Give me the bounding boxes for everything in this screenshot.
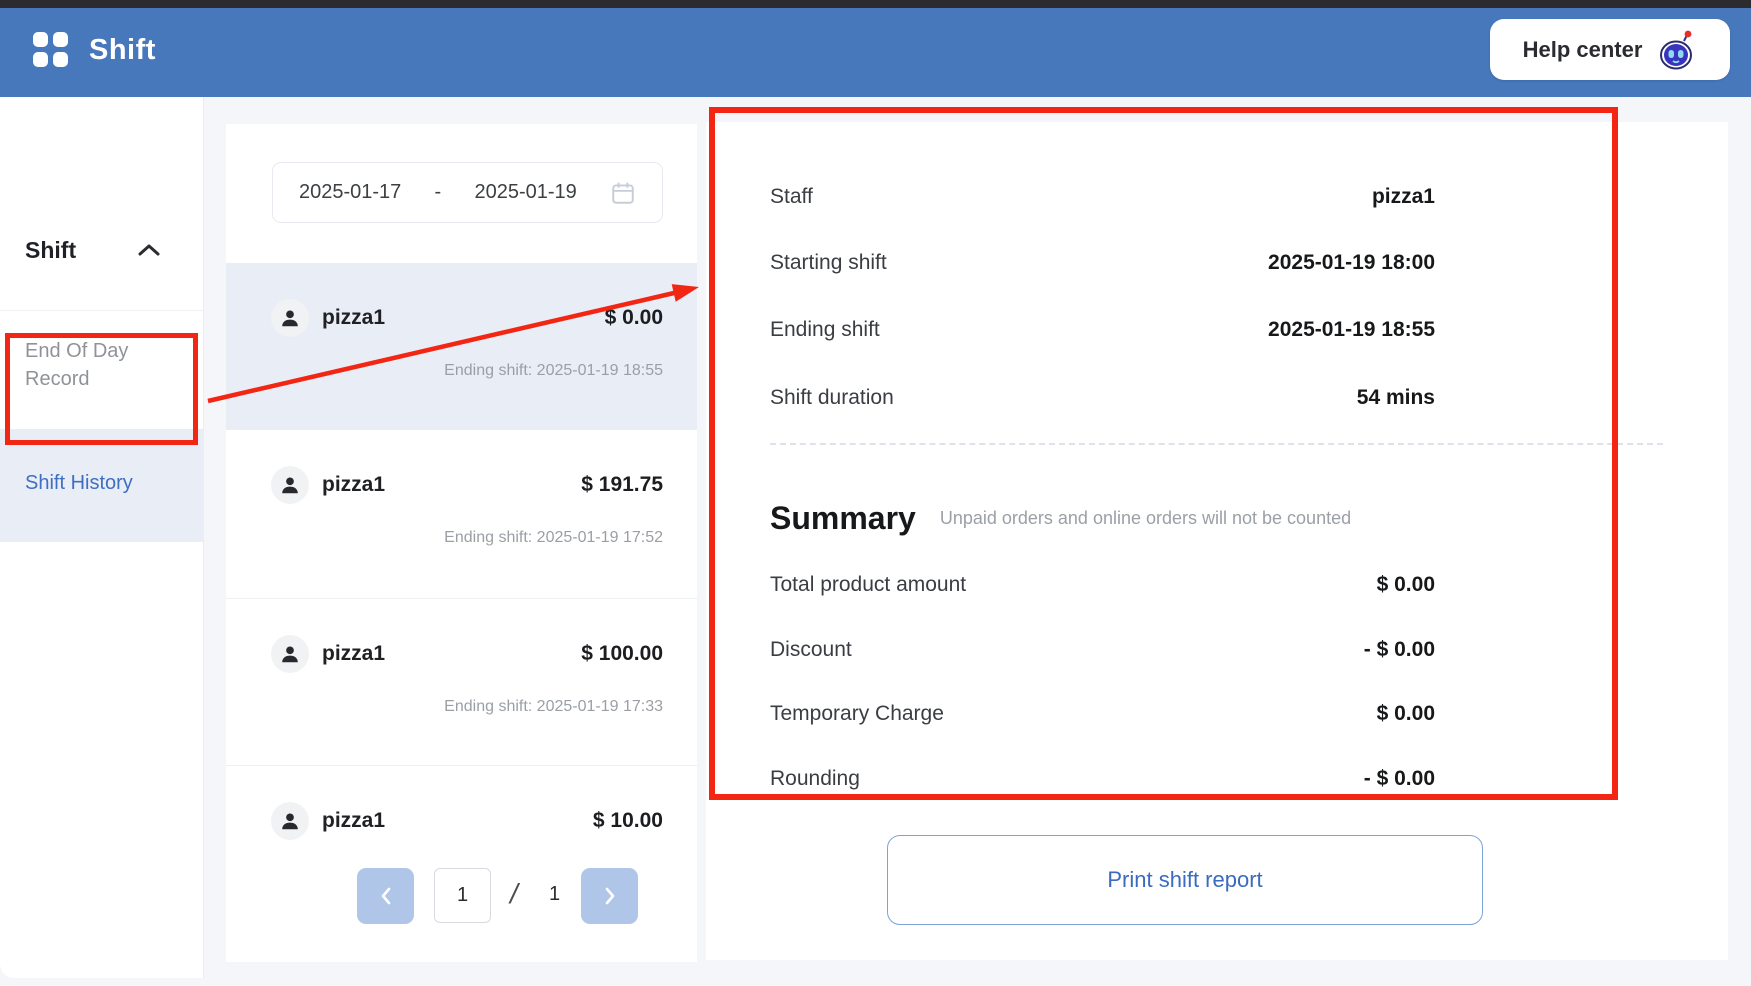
sidebar-divider xyxy=(0,310,203,311)
sidebar-item-end-of-day-record[interactable]: End Of Day Record xyxy=(25,340,129,390)
page-next-button[interactable] xyxy=(581,868,638,924)
detail-row-shift-duration: Shift duration 54 mins xyxy=(770,383,1435,413)
summary-label: Temporary Charge xyxy=(770,702,944,725)
summary-row-temporary-charge: Temporary Charge $ 0.00 xyxy=(770,699,1435,729)
summary-value: $ 0.00 xyxy=(1376,702,1435,725)
sidebar: Shift End Of Day Record Shift History xyxy=(0,97,203,978)
summary-header: Summary Unpaid orders and online orders … xyxy=(770,498,1351,538)
window-top-edge xyxy=(0,0,1751,8)
pagination: 1 / 1 xyxy=(226,868,697,924)
staff-name: pizza1 xyxy=(322,809,386,832)
staff-avatar xyxy=(271,802,309,840)
shift-list-row[interactable]: pizza1 $ 100.00 Ending shift: 2025-01-19… xyxy=(226,598,697,765)
detail-value: 2025-01-19 18:00 xyxy=(1268,251,1435,274)
shift-list-panel: 2025-01-17 - 2025-01-19 pizza1 $ 0.00 En… xyxy=(226,124,697,962)
shift-amount: $ 0.00 xyxy=(604,306,663,329)
summary-value: $ 0.00 xyxy=(1376,573,1435,596)
summary-label: Total product amount xyxy=(770,573,967,596)
summary-value: - $ 0.00 xyxy=(1363,767,1435,790)
staff-avatar xyxy=(271,299,309,337)
detail-label: Shift duration xyxy=(770,386,894,409)
chevron-up-icon[interactable] xyxy=(138,243,160,257)
page-total: 1 xyxy=(549,883,561,905)
ending-shift-time: Ending shift: 2025-01-19 18:55 xyxy=(444,362,663,379)
summary-title: Summary xyxy=(770,499,916,536)
page-number-box[interactable]: 1 xyxy=(434,868,491,923)
staff-avatar xyxy=(271,466,309,504)
ending-shift-time: Ending shift: 2025-01-19 17:52 xyxy=(444,529,663,546)
shift-list-row[interactable]: pizza1 $ 10.00 xyxy=(226,765,697,962)
detail-row-ending-shift: Ending shift 2025-01-19 18:55 xyxy=(770,315,1435,345)
ending-shift-time: Ending shift: 2025-01-19 17:33 xyxy=(444,698,663,715)
sidebar-section-shift[interactable]: Shift xyxy=(25,237,77,263)
shift-amount: $ 100.00 xyxy=(581,642,663,665)
section-divider xyxy=(770,443,1663,445)
shift-amount: $ 10.00 xyxy=(592,809,663,832)
date-range-start: 2025-01-17 xyxy=(299,181,402,203)
detail-value: 2025-01-19 18:55 xyxy=(1268,318,1435,341)
calendar-icon xyxy=(612,182,634,204)
staff-name: pizza1 xyxy=(322,473,386,496)
shift-detail-panel: Staff pizza1 Starting shift 2025-01-19 1… xyxy=(706,122,1728,960)
date-range-picker[interactable]: 2025-01-17 - 2025-01-19 xyxy=(272,162,663,223)
page-separator: / xyxy=(510,878,518,909)
summary-label: Rounding xyxy=(770,767,860,790)
detail-value: 54 mins xyxy=(1356,386,1435,409)
detail-row-staff: Staff pizza1 xyxy=(770,182,1435,212)
summary-subtitle: Unpaid orders and online orders will not… xyxy=(939,507,1352,528)
summary-row-rounding: Rounding - $ 0.00 xyxy=(770,764,1435,794)
date-range-separator: - xyxy=(434,181,442,203)
staff-name: pizza1 xyxy=(322,642,386,665)
date-range-end: 2025-01-19 xyxy=(474,181,577,203)
summary-value: - $ 0.00 xyxy=(1363,638,1435,661)
summary-label: Discount xyxy=(770,638,852,661)
staff-avatar xyxy=(271,635,309,673)
shift-list-row[interactable]: pizza1 $ 191.75 Ending shift: 2025-01-19… xyxy=(226,430,697,598)
summary-row-discount: Discount - $ 0.00 xyxy=(770,635,1435,665)
app-grid-icon[interactable] xyxy=(33,32,69,68)
detail-label: Staff xyxy=(770,185,813,208)
help-center-button[interactable]: Help center xyxy=(1490,19,1730,80)
detail-label: Ending shift xyxy=(770,318,880,341)
top-bar: Shift Help center xyxy=(0,8,1751,97)
staff-name: pizza1 xyxy=(322,306,386,329)
page-title: Shift xyxy=(89,34,156,66)
print-shift-report-button[interactable]: Print shift report xyxy=(887,835,1483,925)
sidebar-item-label: Shift History xyxy=(25,472,133,494)
help-center-label: Help center xyxy=(1522,36,1643,62)
detail-label: Starting shift xyxy=(770,251,887,274)
shift-amount: $ 191.75 xyxy=(581,473,663,496)
robot-icon xyxy=(1660,30,1693,69)
page-prev-button[interactable] xyxy=(357,868,414,924)
summary-row-total-product-amount: Total product amount $ 0.00 xyxy=(770,570,1435,600)
sidebar-item-shift-history[interactable]: Shift History xyxy=(0,429,203,542)
detail-value: pizza1 xyxy=(1371,185,1435,208)
detail-row-starting-shift: Starting shift 2025-01-19 18:00 xyxy=(770,248,1435,278)
shift-list-row[interactable]: pizza1 $ 0.00 Ending shift: 2025-01-19 1… xyxy=(226,263,697,430)
